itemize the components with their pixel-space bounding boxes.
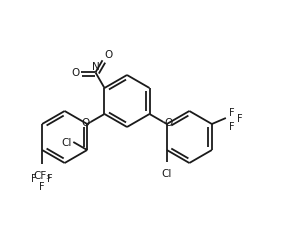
Text: F: F: [229, 121, 235, 131]
Text: F: F: [47, 173, 53, 183]
Text: N: N: [92, 62, 99, 72]
Text: CF₃: CF₃: [33, 170, 51, 180]
Text: F: F: [237, 114, 243, 123]
Text: O: O: [71, 68, 79, 78]
Text: F: F: [229, 108, 235, 117]
Text: O: O: [82, 117, 90, 128]
Text: F: F: [39, 181, 45, 191]
Text: F: F: [31, 173, 37, 183]
Text: Cl: Cl: [162, 168, 172, 178]
Text: Cl: Cl: [61, 137, 71, 147]
Text: O: O: [105, 50, 113, 60]
Text: O: O: [164, 117, 173, 128]
